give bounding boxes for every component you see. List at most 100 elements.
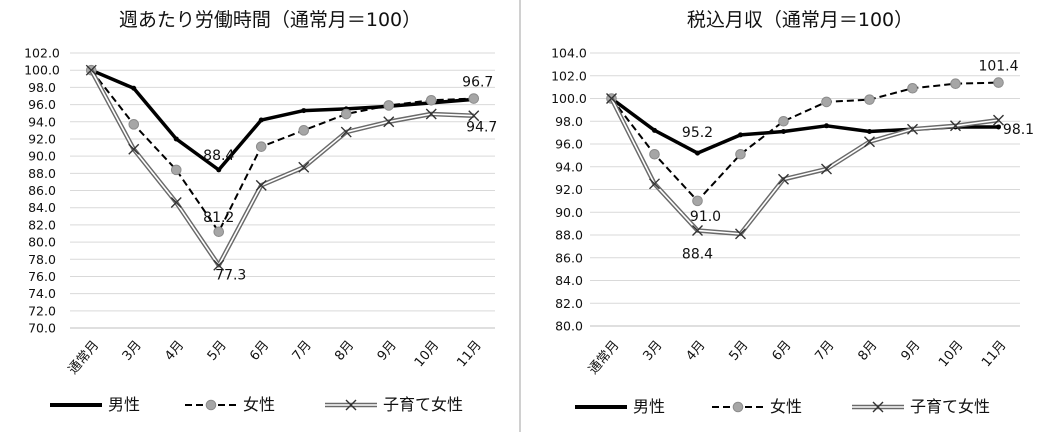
- chart-panel-2: 税込月収（通常月＝100） 80.0 82.0 84.0 86.0 88.0 90.0 92.…: [551, 9, 1034, 416]
- x-tick-label: 3月: [640, 338, 665, 364]
- y-tick-label: 70.0: [28, 321, 56, 336]
- y-tick-label: 98.0: [555, 114, 583, 129]
- data-point: [425, 108, 437, 120]
- x-tick-label: 4月: [683, 338, 708, 364]
- data-point: [606, 93, 617, 104]
- y-tick-label: 84.0: [28, 200, 56, 215]
- data-point: [255, 179, 267, 191]
- legend-item: 子育て女性: [325, 395, 463, 414]
- series-line: [610, 81, 999, 203]
- y-tick-label: 94.0: [555, 159, 583, 174]
- x-tick-label: 11月: [979, 338, 1009, 370]
- data-point: [170, 164, 182, 176]
- y-tick-label: 86.0: [28, 183, 56, 198]
- y-tick-label: 82.0: [28, 217, 56, 232]
- series-男性: [88, 67, 477, 173]
- x-tick-label: 3月: [120, 338, 145, 364]
- data-label: 96.7: [462, 75, 493, 91]
- legend-label: 女性: [243, 395, 275, 414]
- data-point: [907, 82, 918, 94]
- data-point: [778, 115, 789, 127]
- x-tick-label: 7月: [812, 338, 837, 364]
- data-point: [649, 148, 660, 160]
- y-tick-label: 104.0: [551, 46, 587, 61]
- y-tick-label: 82.0: [555, 296, 583, 311]
- legend-marker: [872, 401, 884, 413]
- data-point: [213, 226, 225, 238]
- series-子育て女性: [606, 93, 1004, 240]
- data-point: [258, 117, 264, 123]
- x-tick-label: 通常月: [586, 338, 623, 378]
- series-line-inner: [90, 69, 474, 267]
- data-point: [864, 136, 875, 148]
- data-point: [652, 127, 657, 133]
- x-tick-label: 6月: [247, 338, 272, 364]
- legend-marker: [345, 399, 357, 411]
- y-tick-label: 96.0: [28, 97, 56, 112]
- data-point: [468, 110, 480, 122]
- series-line: [90, 68, 474, 172]
- y-tick-label: 90.0: [28, 149, 56, 164]
- series-女性: [606, 77, 1004, 207]
- data-point: [993, 77, 1004, 88]
- legend-item: 男性: [575, 397, 665, 416]
- data-point: [692, 224, 703, 236]
- data-label: 91.0: [690, 209, 721, 225]
- x-tick-label: 9月: [898, 338, 923, 364]
- y-tick-label: 100.0: [24, 63, 60, 78]
- y-tick-label: 92.0: [28, 131, 56, 146]
- data-point: [170, 197, 182, 209]
- data-point: [255, 141, 267, 152]
- x-tick-label: 4月: [162, 338, 187, 364]
- data-point: [864, 94, 875, 105]
- data-point: [993, 114, 1004, 126]
- data-label: 88.4: [682, 246, 713, 262]
- y-tick-label: 72.0: [28, 303, 56, 318]
- data-point: [173, 136, 179, 142]
- series-女性: [85, 64, 480, 238]
- x-tick-label: 8月: [855, 338, 880, 364]
- y-tick-label: 88.0: [28, 166, 56, 181]
- data-point: [867, 128, 872, 134]
- series-line-inner: [610, 98, 999, 235]
- data-point: [821, 96, 832, 108]
- data-point: [425, 94, 437, 106]
- legend-label: 女性: [770, 397, 802, 416]
- data-point: [781, 128, 786, 134]
- legend-item: 女性: [185, 395, 275, 414]
- data-point: [128, 119, 140, 130]
- data-point: [301, 108, 307, 114]
- y-tick-label: 102.0: [551, 68, 587, 83]
- data-point: [383, 100, 395, 111]
- y-tick-label: 98.0: [28, 80, 56, 95]
- chart-panel-1: 週あたり労働時間（通常月＝100） 70.0 72.0 74.0 76.0 78.0 80.…: [24, 9, 497, 414]
- data-point: [824, 123, 829, 129]
- y-tick-label: 92.0: [555, 182, 583, 197]
- data-point: [649, 178, 660, 190]
- data-point: [996, 124, 1001, 130]
- data-point: [340, 126, 352, 138]
- data-point: [821, 163, 832, 175]
- y-tick-label: 90.0: [555, 205, 583, 220]
- data-point: [950, 78, 961, 90]
- data-point: [735, 148, 746, 160]
- y-tick-label: 80.0: [28, 235, 56, 250]
- y-tick-label: 76.0: [28, 269, 56, 284]
- x-tick-label: 通常月: [66, 338, 103, 378]
- legend-item: 子育て女性: [852, 397, 990, 416]
- y-tick-label: 94.0: [28, 114, 56, 129]
- data-point: [735, 228, 746, 240]
- x-tick-label: 5月: [205, 338, 230, 364]
- legend-label: 子育て女性: [383, 395, 463, 414]
- x-tick-label: 11月: [454, 338, 484, 370]
- data-label: 77.3: [215, 267, 246, 283]
- y-tick-label: 88.0: [555, 228, 583, 243]
- data-point: [383, 116, 395, 128]
- y-tick-label: 78.0: [28, 252, 56, 267]
- legend-marker: [205, 399, 217, 411]
- data-point: [340, 108, 352, 120]
- data-point: [778, 173, 789, 185]
- data-point: [950, 120, 961, 132]
- data-point: [128, 143, 140, 155]
